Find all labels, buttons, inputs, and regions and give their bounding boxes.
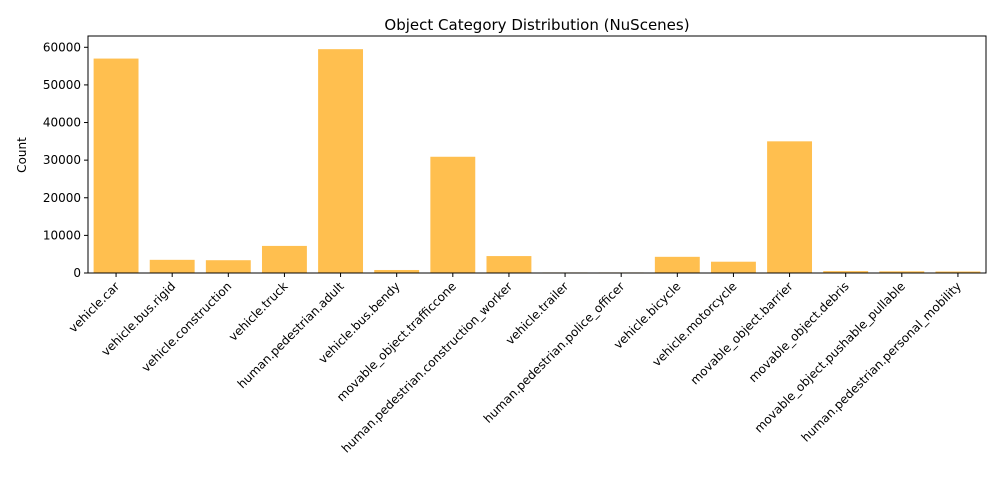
bar-human-pedestrian-adult xyxy=(318,49,364,273)
bar-movable-object-debris xyxy=(823,271,869,273)
y-tick-label: 10000 xyxy=(43,228,81,242)
bar-vehicle-motorcycle xyxy=(710,261,756,273)
x-tick-label: vehicle.car xyxy=(66,279,122,335)
bar-vehicle-construction xyxy=(205,260,251,273)
y-tick-label: 30000 xyxy=(43,153,81,167)
y-tick-label: 20000 xyxy=(43,191,81,205)
bar-vehicle-car xyxy=(93,58,139,273)
x-tick-label: movable_object.trafficcone xyxy=(334,279,459,404)
bar-human-pedestrian-personal-mobility xyxy=(935,271,981,273)
x-tick-label: movable_object.debris xyxy=(746,279,852,385)
bar-movable-object-pushable-pullable xyxy=(879,271,925,273)
y-axis-label: Count xyxy=(15,137,29,173)
axes-group: 0 10000 20000 30000 40000 50000 60000 vehicle.c… xyxy=(43,35,987,455)
x-tick-label: human.pedestrian.adult xyxy=(235,279,347,391)
chart-title: Object Category Distribution (NuScenes) xyxy=(384,16,689,34)
bar-movable-object-trafficcone xyxy=(430,156,476,273)
bars-group xyxy=(93,49,981,273)
bar-vehicle-truck xyxy=(261,245,307,273)
bar-movable-object-barrier xyxy=(767,141,813,273)
y-tick-label: 50000 xyxy=(43,78,81,92)
bar-vehicle-bicycle xyxy=(654,256,700,273)
y-tick-label: 60000 xyxy=(43,40,81,54)
y-tick-label: 40000 xyxy=(43,116,81,130)
x-tick-label: movable_object.barrier xyxy=(688,279,796,387)
bar-vehicle-bus-rigid xyxy=(149,259,195,273)
plot-frame xyxy=(87,35,987,274)
bar-human-pedestrian-construction-worker xyxy=(486,256,532,273)
bar-vehicle-bus-bendy xyxy=(374,269,420,273)
y-tick-label: 0 xyxy=(73,266,81,280)
